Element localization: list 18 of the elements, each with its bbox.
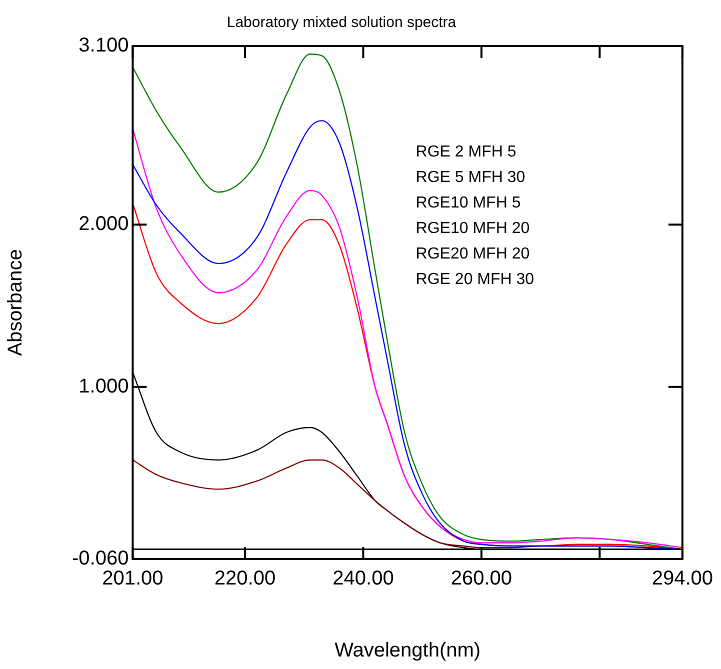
x-tick-label: 260.00 xyxy=(450,568,512,590)
x-tick-label: 201.00 xyxy=(102,568,164,590)
x-tick-label: 294.00 xyxy=(652,568,713,590)
annotation: RGE 5 MFH 30 xyxy=(416,168,526,186)
chart-title: Laboratory mixted solution spectra xyxy=(226,14,457,32)
x-tick-label: 220.00 xyxy=(214,568,276,590)
y-tick-label: 2.000 xyxy=(78,213,129,236)
annotation: RGE 20 MFH 30 xyxy=(416,270,534,288)
annotation: RGE20 MFH 20 xyxy=(416,245,530,262)
annotation: RGE 2 MFH 5 xyxy=(416,143,516,160)
annotation: RGE10 MFH 5 xyxy=(416,194,521,212)
x-tick-label: 240.00 xyxy=(332,568,394,590)
x-axis-title: Wavelength(nm) xyxy=(334,640,481,662)
y-tick-label: 1.000 xyxy=(78,375,129,398)
y-axis-title: Absorbance xyxy=(4,249,27,356)
y-tick-label: 3.100 xyxy=(78,34,129,57)
y-tick-label: -0.060 xyxy=(72,548,129,570)
annotation: RGE10 MFH 20 xyxy=(416,220,530,237)
